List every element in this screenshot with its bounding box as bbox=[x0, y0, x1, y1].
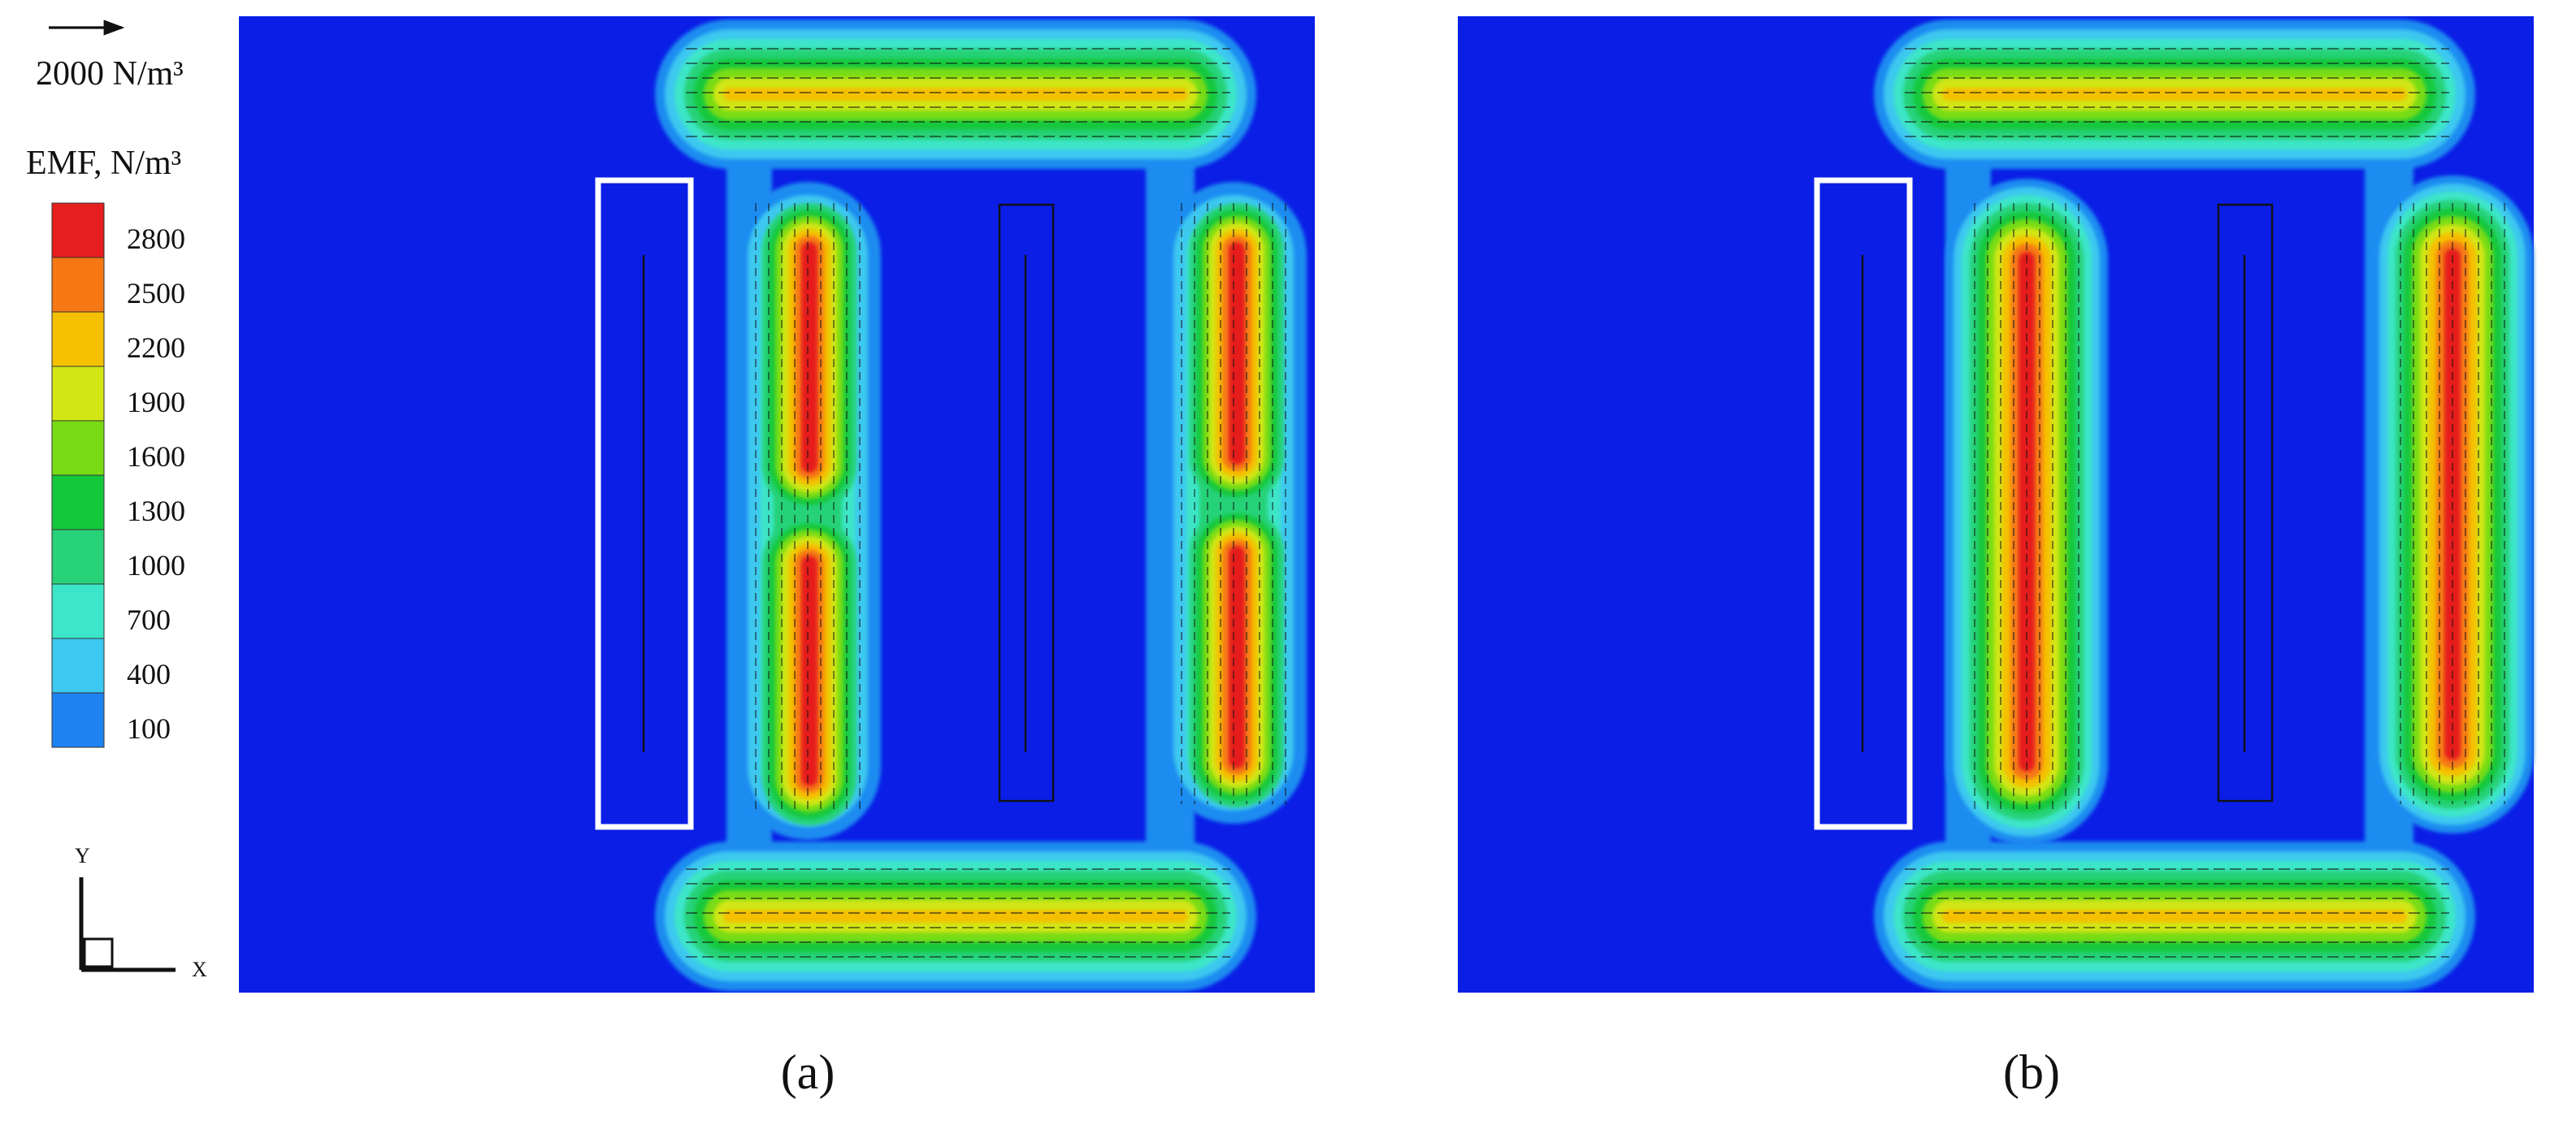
colorbar-swatch bbox=[51, 257, 105, 313]
colorbar-swatch bbox=[51, 583, 105, 639]
colorbar-swatch bbox=[51, 202, 105, 258]
colorbar-swatch bbox=[51, 420, 105, 476]
colorbar: 2800 2500 2200 1900 1600 1300 1000 700 400 100 bbox=[51, 202, 185, 748]
colorbar-label: 1000 bbox=[127, 549, 185, 582]
colorbar-label: 400 bbox=[127, 658, 171, 690]
electrode-outline bbox=[595, 177, 694, 830]
axis-label-y: Y bbox=[75, 844, 90, 868]
colorbar-swatch bbox=[51, 692, 105, 748]
contour-band bbox=[1229, 242, 1245, 465]
axis-label-x: X bbox=[192, 958, 207, 981]
panel-b bbox=[1458, 16, 2534, 993]
colorbar-title: EMF, N/m³ bbox=[26, 145, 181, 182]
colorbar-label: 2200 bbox=[127, 331, 185, 364]
colorbar-label: 700 bbox=[127, 604, 171, 636]
colorbar-label: 2800 bbox=[127, 223, 185, 255]
contour-band bbox=[723, 88, 1188, 101]
panel-label: (a) bbox=[781, 1045, 835, 1099]
colorbar-label: 1900 bbox=[127, 386, 185, 418]
contour-band bbox=[1942, 910, 2407, 923]
colorbar-swatch bbox=[51, 529, 105, 585]
cell-outline bbox=[998, 203, 1055, 803]
scale-label: 2000 N/m³ bbox=[36, 55, 184, 93]
colorbar-swatch bbox=[51, 311, 105, 367]
contour-band bbox=[723, 910, 1188, 923]
contour-band bbox=[1229, 546, 1245, 768]
contour-band bbox=[801, 556, 817, 786]
contour-band bbox=[801, 242, 817, 473]
colorbar-swatch bbox=[51, 366, 105, 422]
colorbar-label: 2500 bbox=[127, 277, 185, 309]
colorbar-swatch bbox=[51, 474, 105, 530]
colorbar-label: 1300 bbox=[127, 495, 185, 527]
panel-label: (b) bbox=[2003, 1045, 2060, 1099]
axes-triad bbox=[79, 877, 176, 972]
colorbar-label: 100 bbox=[127, 712, 171, 745]
contour-band bbox=[2019, 252, 2035, 772]
contour-band bbox=[1942, 88, 2407, 101]
colorbar-label: 1600 bbox=[127, 440, 185, 473]
electrode-outline bbox=[1814, 177, 1913, 830]
colorbar-swatch bbox=[51, 638, 105, 694]
panel-a bbox=[239, 16, 1315, 993]
cell-outline bbox=[2217, 203, 2274, 803]
